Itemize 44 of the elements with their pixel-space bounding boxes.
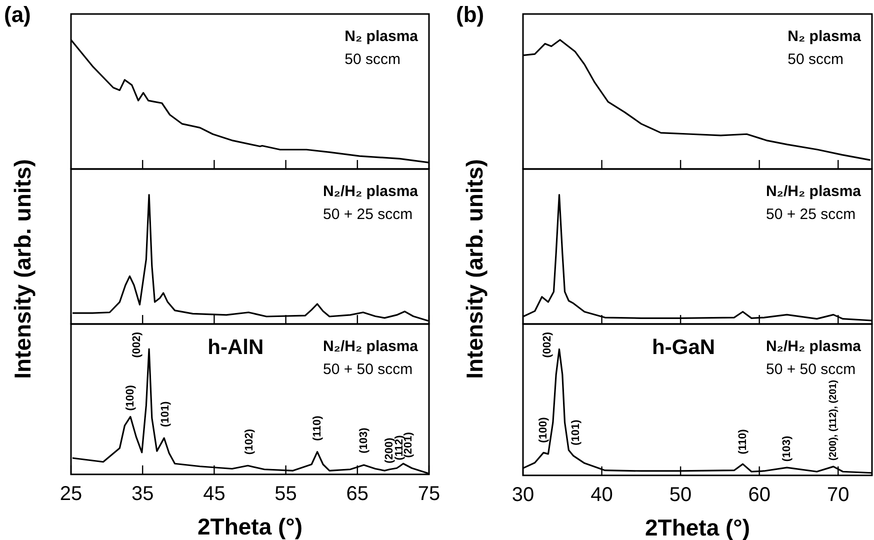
annotation: 50 + 25 sccm	[766, 206, 856, 223]
x-tick-label: 65	[346, 482, 369, 505]
x-tick-label: 45	[203, 482, 226, 505]
annotation: (100)	[538, 416, 550, 443]
annotation: (110)	[736, 428, 749, 454]
annotation: (101)	[570, 419, 582, 446]
chart-subtitle: h-GaN	[652, 336, 716, 359]
annotation: N₂/H₂ plasma	[766, 183, 862, 200]
annotation: (100)	[124, 384, 136, 411]
annotation: 50 sccm	[788, 51, 844, 68]
x-tick-label: 40	[590, 484, 613, 506]
annotation: N₂/H₂ plasma	[766, 338, 862, 355]
annotation: 50 sccm	[344, 51, 400, 68]
annotation: 50 + 25 sccm	[322, 206, 413, 223]
x-tick-label: 35	[131, 482, 154, 505]
annotation: (102)	[243, 428, 256, 455]
x-tick-label: 30	[512, 484, 534, 506]
x-tick-label: 50	[669, 484, 692, 506]
annotation: (002)	[541, 332, 554, 358]
chart-title: (a)	[4, 2, 31, 28]
chart-title: (b)	[456, 2, 484, 28]
annotation: 50 + 50 sccm	[766, 361, 856, 378]
x-tick-label: 70	[827, 484, 850, 506]
y-axis-title: Intensity (arb. units)	[10, 159, 36, 379]
x-tick-label: 75	[418, 482, 440, 505]
annotation: (103)	[358, 427, 370, 454]
annotation: (200)	[384, 437, 396, 464]
annotation: N₂/H₂ plasma	[322, 183, 419, 200]
annotation: (101)	[160, 401, 172, 428]
annotation: 50 + 50 sccm	[322, 361, 413, 378]
annotation: (200), (112), (201)	[828, 380, 840, 461]
annotation: (002)	[131, 332, 144, 358]
x-axis-title: 2Theta (°)	[197, 514, 303, 540]
x-tick-label: 55	[274, 482, 297, 505]
annotation: N₂ plasma	[344, 28, 419, 45]
annotation: (110)	[311, 415, 324, 441]
chart-subtitle: h-AlN	[208, 336, 264, 359]
y-axis-title: Intensity (arb. units)	[462, 159, 488, 379]
annotation: (103)	[780, 436, 793, 462]
x-tick-label: 25	[60, 482, 82, 505]
x-axis-title: 2Theta (°)	[644, 514, 750, 540]
annotation: N₂/H₂ plasma	[322, 338, 419, 355]
annotation: N₂ plasma	[788, 28, 862, 45]
x-tick-label: 60	[748, 484, 770, 506]
